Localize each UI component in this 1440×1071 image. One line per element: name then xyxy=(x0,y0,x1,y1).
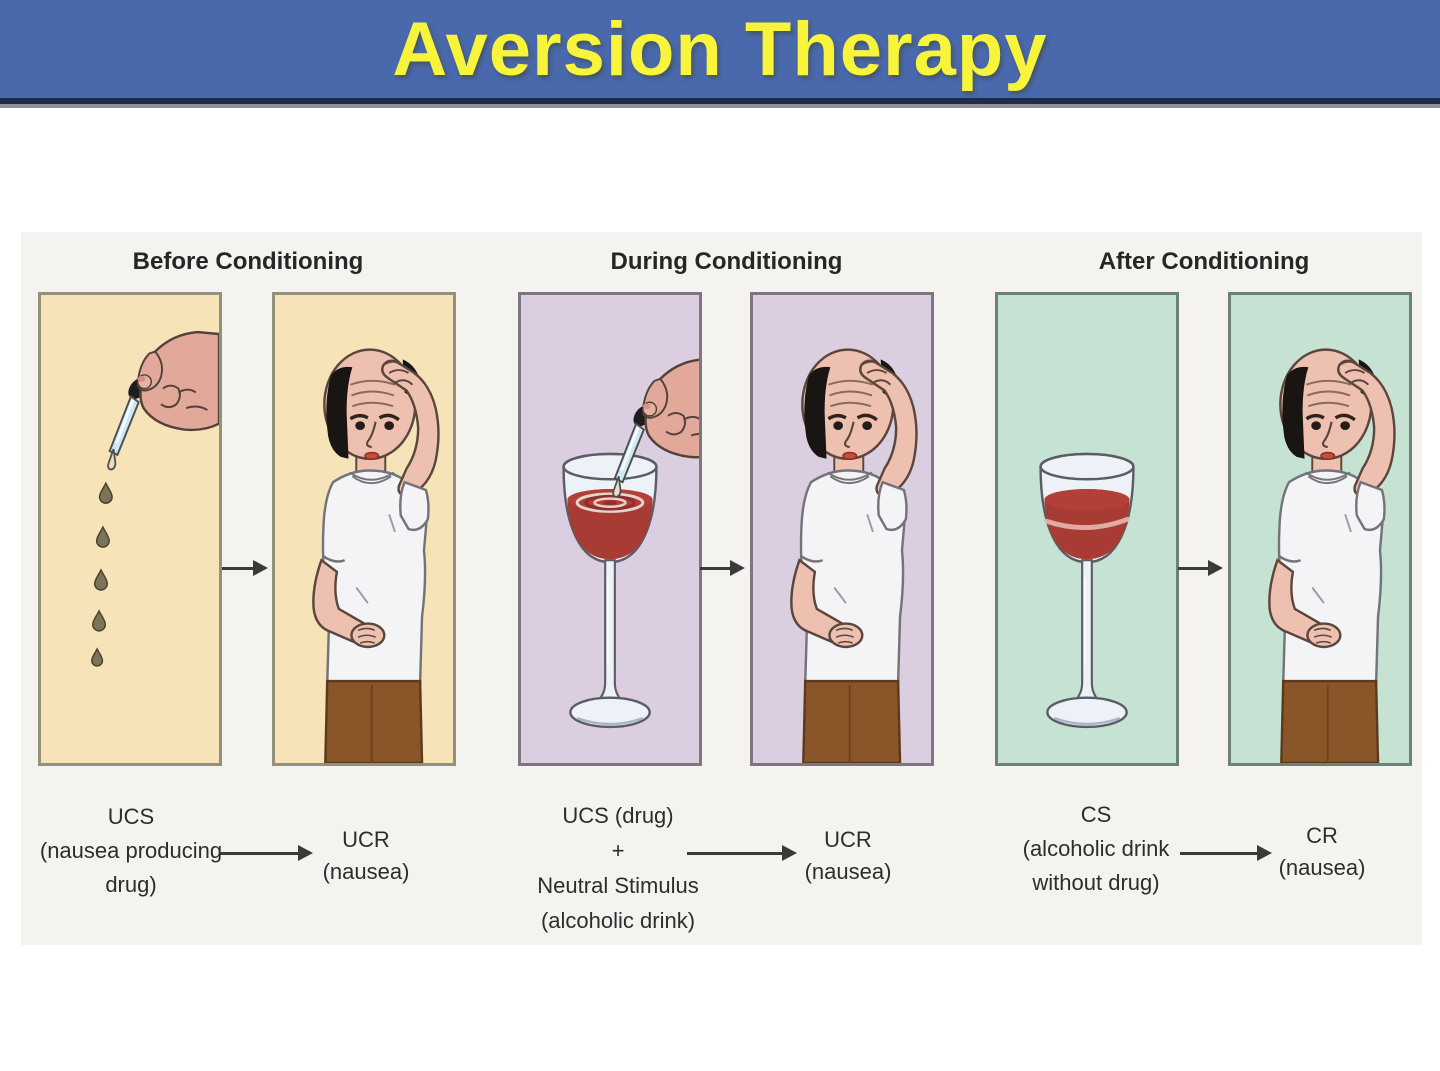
label-cs: CS (alcoholic drink without drug) xyxy=(1022,802,1170,895)
panel-ucr-man-during xyxy=(750,292,934,766)
label-ucr-during: UCR (nausea) xyxy=(804,827,892,884)
label-cr: CR (nausea) xyxy=(1278,823,1366,880)
dropper-hand-with-drops-illustration xyxy=(41,295,219,763)
label-ucs-plus-ns: UCS (drug) + Neutral Stimulus (alcoholic… xyxy=(537,803,699,933)
nauseated-man-illustration xyxy=(275,295,453,763)
nauseated-man-illustration xyxy=(753,295,931,763)
slide-header: Aversion Therapy xyxy=(0,0,1440,98)
panel-cs-glass xyxy=(995,292,1179,766)
arrow-after-labels xyxy=(1180,845,1272,861)
section-title-after: After Conditioning xyxy=(1098,248,1310,275)
panel-cr-man xyxy=(1228,292,1412,766)
panel-ucr-man xyxy=(272,292,456,766)
arrow-during-panels xyxy=(700,560,745,576)
page-title: Aversion Therapy xyxy=(392,6,1048,92)
header-divider-gray xyxy=(0,104,1440,108)
panel-ucs-dropper xyxy=(38,292,222,766)
label-ucr: UCR (nausea) xyxy=(322,827,410,884)
arrow-after-panels xyxy=(1178,560,1223,576)
panel-ucs-plus-ns-glass xyxy=(518,292,702,766)
nauseated-man-illustration xyxy=(1231,295,1409,763)
wine-glass-with-dropper-illustration xyxy=(521,295,699,763)
conditioning-diagram: Before Conditioning During Conditioning … xyxy=(21,232,1422,945)
label-ucs: UCS (nausea producing drug) xyxy=(39,804,223,897)
arrow-before-panels xyxy=(222,560,268,576)
arrow-before-labels xyxy=(220,845,313,861)
section-title-before: Before Conditioning xyxy=(132,248,364,275)
header-divider-dark xyxy=(0,98,1440,104)
section-title-during: During Conditioning xyxy=(610,248,843,275)
arrow-during-labels xyxy=(687,845,797,861)
wine-glass-illustration xyxy=(998,295,1176,763)
